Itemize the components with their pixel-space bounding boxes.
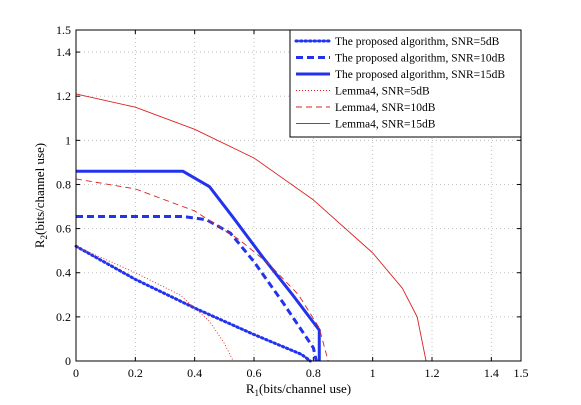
y-tick-label: 0.2 <box>56 310 71 324</box>
x-tick-label: 0.8 <box>306 366 321 380</box>
x-tick-label: 1.5 <box>514 366 529 380</box>
x-tick-label: 1 <box>370 366 376 380</box>
legend-label-5: Lemma4, SNR=10dB <box>335 102 436 114</box>
y-tick-label: 1.5 <box>56 23 71 37</box>
legend: The proposed algorithm, SNR=5dB The propo… <box>289 29 522 138</box>
y-tick-label: 0.4 <box>56 266 71 280</box>
series-line-4 <box>75 245 234 362</box>
legend-box <box>289 29 522 138</box>
series-line-5 <box>75 178 329 362</box>
x-axis-label: R1(bits/channel use) <box>246 381 351 398</box>
series-line-1 <box>74 244 312 363</box>
series-line-6 <box>75 93 427 362</box>
series-line-3 <box>76 169 321 361</box>
x-tick-label: 0.6 <box>247 366 262 380</box>
legend-label-3: The proposed algorithm, SNR=15dB <box>335 69 505 81</box>
y-axis-label: R2(bits/channel use) <box>32 143 49 248</box>
y-tick-label: 0.8 <box>56 177 71 191</box>
series-line-2 <box>76 214 318 362</box>
y-tick-label: 1.4 <box>56 45 71 59</box>
legend-label-4: Lemma4, SNR=5dB <box>335 86 430 98</box>
x-tick-label: 0 <box>73 366 79 380</box>
x-tick-label: 0.2 <box>128 366 143 380</box>
y-tick-label: 0.6 <box>56 222 71 236</box>
axis-ticks: 0 0.2 0.4 0.6 0.8 1 1.2 1.4 1.5 0 0.2 0.4 0.6 0.8 1 1.2… <box>56 23 529 380</box>
legend-label-1: The proposed algorithm, SNR=5dB <box>335 36 500 48</box>
legend-label-2: The proposed algorithm, SNR=10dB <box>335 53 505 65</box>
series-layer <box>74 93 427 363</box>
y-tick-label: 1 <box>65 133 71 147</box>
legend-label-6: Lemma4, SNR=15dB <box>335 119 436 131</box>
y-tick-label: 1.2 <box>56 89 71 103</box>
y-tick-label: 0 <box>65 354 71 368</box>
x-tick-label: 0.4 <box>187 366 202 380</box>
x-tick-label: 1.4 <box>484 366 499 380</box>
x-tick-label: 1.2 <box>425 366 440 380</box>
